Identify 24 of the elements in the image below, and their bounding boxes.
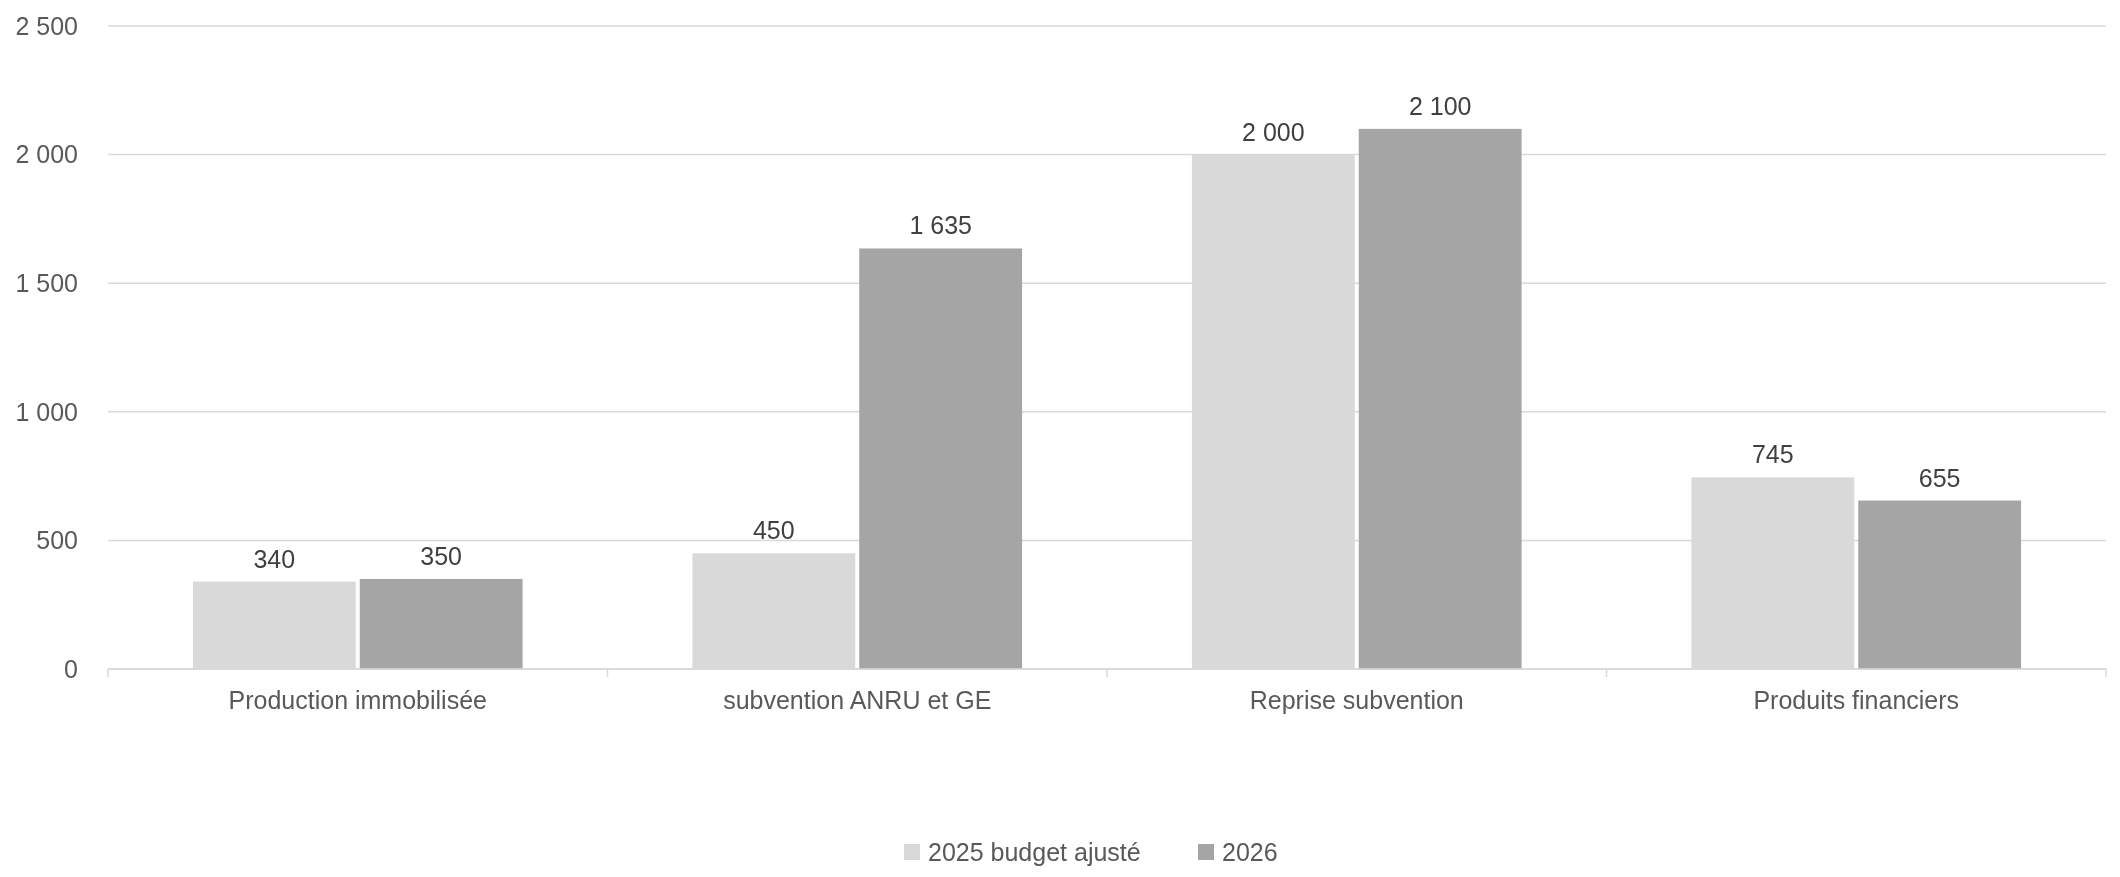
x-tick-label: Production immobilisée <box>228 686 487 714</box>
y-tick-label: 2 500 <box>15 11 78 40</box>
data-label: 2 100 <box>1408 91 1472 120</box>
data-label: 2 000 <box>1242 117 1305 146</box>
data-label: 450 <box>752 516 795 545</box>
data-label: 745 <box>1751 440 1794 469</box>
bar <box>1358 128 1522 669</box>
y-tick-label: 1 000 <box>15 397 78 426</box>
legend-label: 2025 budget ajusté <box>928 837 1141 866</box>
x-tick-label: subvention ANRU et GE <box>723 686 992 714</box>
legend-label: 2026 <box>1222 837 1278 866</box>
y-tick-label: 2 000 <box>15 140 78 169</box>
y-tick-label: 500 <box>36 526 78 555</box>
bar <box>859 248 1023 669</box>
x-tick-label: Produits financiers <box>1753 686 1960 714</box>
data-label: 655 <box>1918 463 1961 492</box>
y-tick-label: 0 <box>64 654 78 683</box>
bar <box>1858 500 2022 669</box>
bar <box>359 578 523 669</box>
data-label: 340 <box>253 544 296 573</box>
data-label: 1 635 <box>909 211 972 240</box>
x-tick-label: Reprise subvention <box>1249 686 1464 714</box>
data-label: 350 <box>420 541 463 570</box>
y-tick-label: 1 500 <box>15 268 78 297</box>
